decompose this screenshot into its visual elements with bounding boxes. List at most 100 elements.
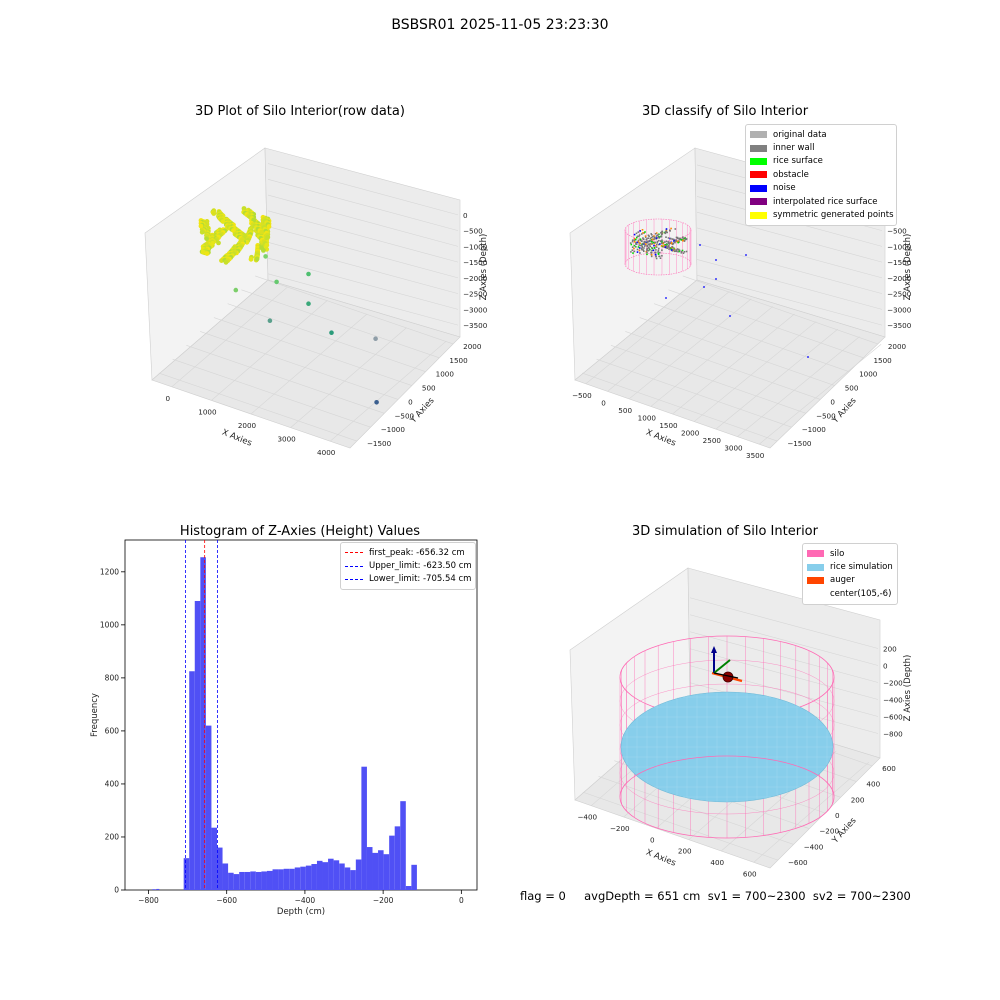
data-point <box>306 301 311 307</box>
data-point <box>660 240 662 243</box>
histogram-bar <box>378 850 384 890</box>
data-point <box>669 230 671 232</box>
data-point <box>648 235 650 237</box>
grid-line <box>689 631 879 683</box>
data-point <box>672 246 674 249</box>
histogram-bar <box>261 871 267 890</box>
legend-label: first_peak: -656.32 cm <box>369 547 465 558</box>
data-point <box>656 237 658 239</box>
data-point <box>647 249 650 252</box>
data-point <box>654 233 657 235</box>
y-tick-label: 1500 <box>449 356 468 365</box>
plot3-histogram: −800 −600 −400 −200 0 0 200 400 600 800 1000 1200 De… <box>90 539 478 917</box>
data-point <box>241 206 247 211</box>
histogram-bar <box>366 847 373 890</box>
data-point <box>642 237 644 239</box>
grid-line <box>290 327 407 428</box>
noise-point <box>715 259 717 261</box>
y-tick-label: 800 <box>105 673 120 682</box>
data-point <box>660 245 663 247</box>
histogram-bar <box>333 860 340 890</box>
data-point <box>682 236 684 238</box>
histogram-bar <box>152 889 156 890</box>
y-tick-label: 1000 <box>859 370 878 379</box>
histogram-bar <box>322 862 329 890</box>
data-point <box>259 245 264 251</box>
plot2-legend: original data inner wall rice surface ob… <box>745 124 897 226</box>
data-point <box>665 246 668 248</box>
data-point <box>649 245 652 248</box>
data-point <box>632 252 634 254</box>
data-point <box>678 248 680 251</box>
data-point <box>664 241 666 243</box>
data-point <box>677 240 680 242</box>
data-point <box>650 236 653 239</box>
data-point <box>639 239 642 242</box>
y-tick-label: 2000 <box>888 342 907 351</box>
data-point <box>658 255 660 258</box>
data-point <box>664 246 667 249</box>
data-point <box>665 240 668 243</box>
data-point <box>672 249 675 252</box>
histogram-bar <box>200 557 206 890</box>
noise-point <box>699 244 701 246</box>
y-tick-label: 600 <box>105 727 120 736</box>
data-point <box>650 251 653 254</box>
grid-line <box>227 303 426 372</box>
grid-line <box>582 372 778 442</box>
grid-line <box>625 331 821 400</box>
data-point <box>665 236 667 238</box>
data-point <box>659 243 661 245</box>
data-point <box>663 246 666 248</box>
data-point <box>638 249 641 252</box>
data-point <box>655 237 658 239</box>
data-point <box>631 246 634 248</box>
legend-line <box>345 552 363 554</box>
grid-line <box>241 289 440 359</box>
grid-line <box>255 275 454 345</box>
grid-line <box>715 328 839 430</box>
data-point <box>656 243 658 246</box>
histogram-bar <box>189 671 195 890</box>
legend-item: silo <box>807 547 893 560</box>
x-tick-label: −800 <box>138 896 159 905</box>
noise-point <box>665 297 667 299</box>
data-point <box>669 247 671 250</box>
data-point <box>639 252 641 254</box>
y-tick-label: 1000 <box>100 620 119 629</box>
data-point <box>635 242 637 244</box>
data-point <box>671 238 674 240</box>
data-point <box>654 237 656 240</box>
data-point <box>636 251 639 253</box>
y-tick-label: −1500 <box>367 439 392 448</box>
grid-line <box>696 274 883 326</box>
x-tick-label: 0 <box>650 835 655 844</box>
data-point <box>653 238 655 240</box>
data-point <box>665 228 668 230</box>
plot3-frame <box>124 539 478 891</box>
status-footer: flag = 0 avgDepth = 651 cm sv1 = 700~230… <box>520 889 911 903</box>
histogram-bar <box>339 863 345 890</box>
x-tick-label: 500 <box>618 406 632 415</box>
data-point <box>643 240 646 243</box>
data-point <box>267 318 273 324</box>
data-point <box>306 271 311 277</box>
histogram-bar <box>350 870 356 890</box>
data-point <box>649 237 652 240</box>
histogram-bar <box>405 886 412 890</box>
data-point <box>669 242 672 244</box>
data-point <box>630 243 633 246</box>
histogram-bar <box>400 801 406 890</box>
data-point <box>643 242 645 244</box>
x-axis-label: X Axies <box>644 848 677 869</box>
plot3-legend: first_peak: -656.32 cm Upper_limit: -623… <box>340 542 476 591</box>
data-point <box>639 238 642 240</box>
data-point <box>647 246 650 249</box>
data-point <box>647 243 650 246</box>
histogram-bar <box>394 826 401 890</box>
data-point <box>633 247 635 250</box>
data-point <box>204 251 210 256</box>
legend-label: auger <box>830 575 855 586</box>
data-point <box>665 247 668 249</box>
data-point <box>674 241 676 244</box>
